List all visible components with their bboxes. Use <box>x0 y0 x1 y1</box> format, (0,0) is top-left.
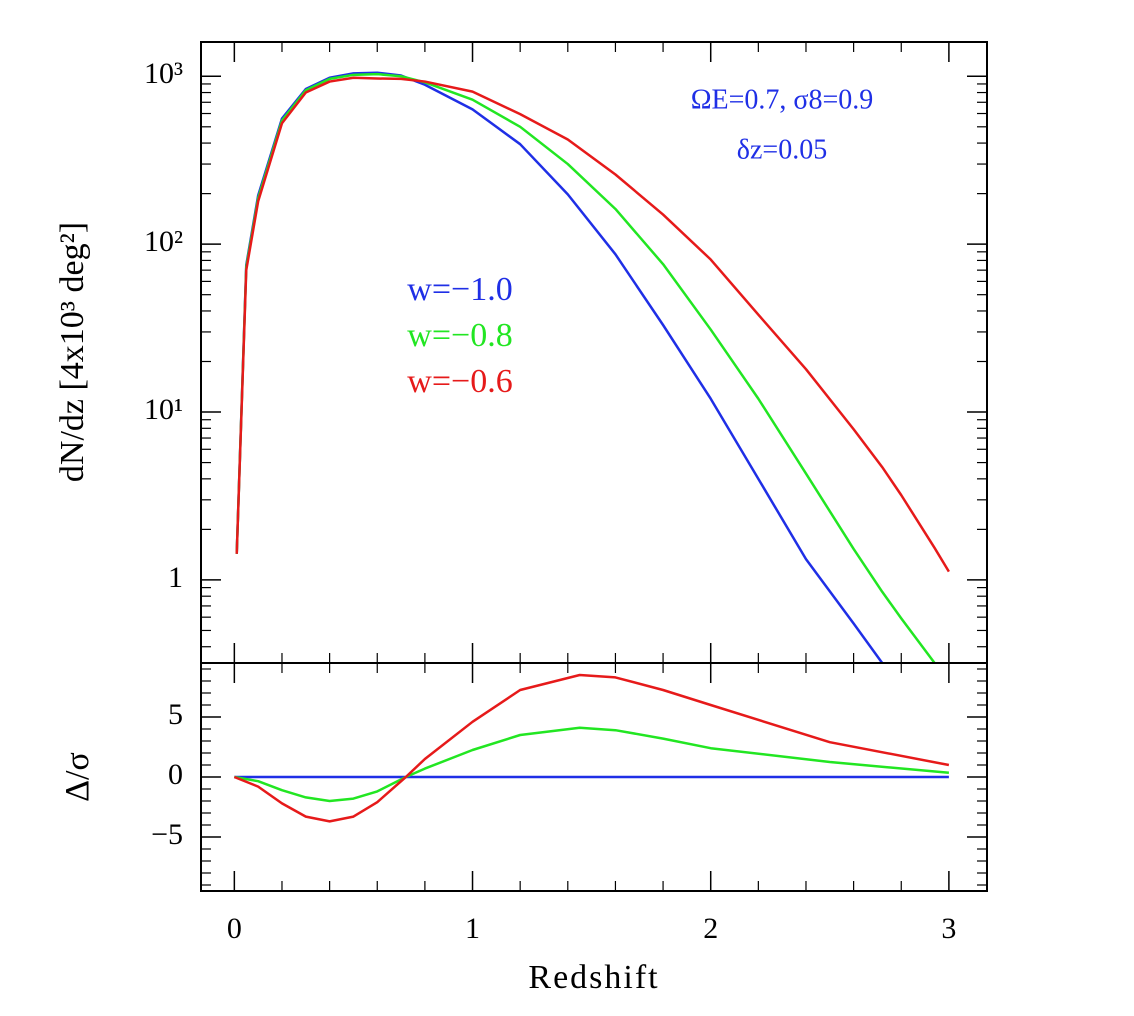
x-tick-label: 0 <box>227 912 242 945</box>
x-tick-label: 3 <box>941 912 956 945</box>
y-tick-label: 10³ <box>144 57 183 90</box>
x-tick-label: 1 <box>465 912 480 945</box>
series-line <box>235 72 936 663</box>
plot-frame <box>200 41 988 664</box>
annotation: ΩE=0.7, σ8=0.9 <box>691 84 874 115</box>
x-axis-label: Redshift <box>528 959 659 996</box>
y-tick-label: −5 <box>151 818 183 851</box>
y-tick-label: 5 <box>168 698 183 731</box>
y-tick-label: 10¹ <box>144 393 183 426</box>
x-tick-label: 2 <box>703 912 718 945</box>
y-tick-label: 0 <box>168 758 183 791</box>
y-axis-label: dN/dz [4x10³ deg²] <box>54 222 91 482</box>
legend-entry: w=−0.8 <box>407 317 512 354</box>
y-tick-label: 1 <box>168 561 183 594</box>
y-tick-label: 10² <box>144 225 183 258</box>
legend-entry: w=−0.6 <box>407 363 512 400</box>
annotation: δz=0.05 <box>737 134 827 165</box>
series-line <box>234 726 950 803</box>
series-line <box>235 76 950 573</box>
legend-entry: w=−1.0 <box>407 271 512 308</box>
y-axis-label: Δ/σ <box>59 752 96 802</box>
series-line <box>233 673 950 823</box>
